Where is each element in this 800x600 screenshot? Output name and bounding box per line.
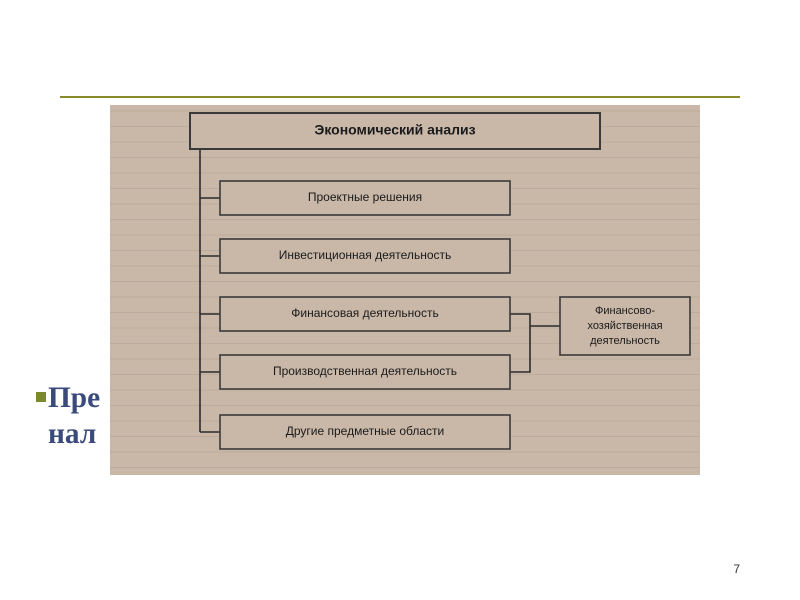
diagram-label: Другие предметные области xyxy=(286,424,445,438)
page-number: 7 xyxy=(733,562,740,576)
diagram-label: Финансовая деятельность xyxy=(291,306,438,320)
slide: Пре нал Экономический анализ Проектные ре… xyxy=(0,0,800,600)
slide-title-fragment-2: нал xyxy=(48,418,96,451)
diagram-label: Финансово- xyxy=(595,305,655,317)
diagram-label: Проектные решения xyxy=(308,190,422,204)
hierarchy-diagram: Экономический анализ Проектные решения Инв… xyxy=(110,105,700,475)
divider-line xyxy=(60,96,740,98)
diagram-label: Производственная деятельность xyxy=(273,364,457,378)
slide-title-fragment-1: Пре xyxy=(48,382,100,415)
diagram-svg: Экономический анализ Проектные решения Инв… xyxy=(110,105,700,475)
diagram-label: хозяйственная xyxy=(587,320,662,332)
diagram-label: деятельность xyxy=(590,335,660,347)
diagram-label: Инвестиционная деятельность xyxy=(279,248,452,262)
diagram-label: Экономический анализ xyxy=(314,122,475,138)
bullet-square-icon xyxy=(36,392,46,402)
